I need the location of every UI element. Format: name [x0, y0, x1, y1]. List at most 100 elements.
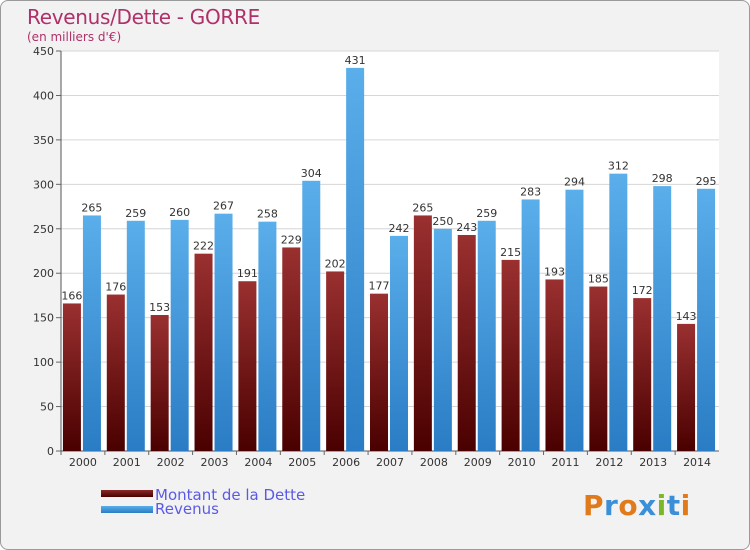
data-label-revenus: 431 [345, 54, 366, 67]
legend-label-debt: Montant de la Dette [155, 486, 306, 504]
bar-revenus [214, 213, 233, 451]
bar-revenus [521, 199, 540, 451]
logo-letter: o [618, 489, 639, 522]
chart-subtitle: (en milliers d'€) [27, 30, 122, 44]
logo-letter: r [604, 489, 619, 522]
bar-revenus [697, 188, 716, 451]
data-label-revenus: 259 [125, 207, 146, 220]
x-tick-label: 2005 [288, 456, 316, 469]
x-tick-label: 2010 [508, 456, 536, 469]
bar-revenus [170, 219, 189, 451]
bar-revenus [609, 173, 628, 451]
proxiti-logo: Proxiti [583, 489, 691, 522]
y-tick-label: 450 [33, 45, 54, 58]
data-label-debt: 191 [237, 267, 258, 280]
bar-revenus [302, 180, 321, 451]
x-tick-label: 2006 [332, 456, 360, 469]
x-tick-label: 2009 [464, 456, 492, 469]
bar-debt [545, 279, 564, 451]
data-label-debt: 229 [281, 233, 302, 246]
bar-revenus [390, 235, 408, 451]
data-label-debt: 202 [325, 257, 346, 270]
x-tick-label: 2001 [113, 456, 141, 469]
x-tick-label: 2000 [69, 456, 97, 469]
bar-revenus [82, 215, 101, 451]
bar-revenus [565, 189, 584, 451]
data-label-debt: 172 [632, 284, 653, 297]
bar-revenus [433, 228, 452, 451]
bar-debt [282, 247, 301, 451]
bar-debt [238, 281, 257, 451]
logo-letter: x [638, 489, 657, 522]
data-label-debt: 265 [412, 201, 433, 214]
bar-debt [677, 323, 696, 451]
x-tick-label: 2014 [683, 456, 711, 469]
bar-revenus [346, 67, 365, 451]
x-tick-label: 2003 [201, 456, 229, 469]
data-label-revenus: 265 [81, 201, 102, 214]
y-tick-label: 200 [33, 267, 54, 280]
bar-debt [194, 253, 213, 451]
bar-debt [326, 271, 345, 451]
data-label-revenus: 267 [213, 200, 234, 213]
logo-letter: i [656, 489, 667, 522]
legend-swatch-debt [101, 490, 153, 497]
x-tick-label: 2011 [551, 456, 579, 469]
data-label-debt: 153 [149, 301, 170, 314]
chart-title: Revenus/Dette - GORRE [27, 5, 260, 29]
x-tick-label: 2012 [595, 456, 623, 469]
data-label-revenus: 298 [652, 172, 673, 185]
data-label-revenus: 312 [608, 160, 629, 173]
data-label-debt: 143 [676, 310, 697, 323]
data-label-revenus: 295 [696, 175, 717, 188]
data-label-revenus: 304 [301, 167, 322, 180]
x-tick-label: 2007 [376, 456, 404, 469]
data-label-debt: 176 [105, 281, 126, 294]
data-label-revenus: 260 [169, 206, 190, 219]
logo-letter: P [583, 489, 605, 522]
bar-debt [370, 293, 388, 451]
bar-debt [457, 235, 476, 451]
y-tick-label: 150 [33, 312, 54, 325]
x-tick-label: 2002 [157, 456, 185, 469]
y-tick-label: 400 [33, 89, 54, 102]
y-tick-label: 50 [40, 401, 54, 414]
bar-revenus [477, 220, 496, 451]
data-label-revenus: 242 [389, 222, 410, 235]
x-tick-label: 2013 [639, 456, 667, 469]
data-label-debt: 185 [588, 273, 609, 286]
data-label-debt: 166 [61, 289, 82, 302]
x-tick-label: 2008 [420, 456, 448, 469]
bar-debt [589, 286, 608, 451]
data-label-debt: 177 [369, 280, 390, 293]
y-tick-label: 0 [47, 445, 54, 458]
y-tick-label: 100 [33, 356, 54, 369]
bar-revenus [126, 220, 145, 451]
bar-revenus [653, 186, 672, 451]
y-tick-label: 250 [33, 223, 54, 236]
data-label-revenus: 259 [476, 207, 497, 220]
data-label-revenus: 283 [520, 185, 541, 198]
data-label-revenus: 258 [257, 208, 278, 221]
bar-debt [62, 303, 81, 451]
bar-debt [150, 315, 169, 451]
data-label-debt: 215 [500, 246, 521, 259]
legend-label-revenus: Revenus [155, 500, 219, 518]
logo-letter: i [680, 489, 691, 522]
data-label-revenus: 250 [432, 215, 453, 228]
x-tick-label: 2004 [244, 456, 272, 469]
data-label-debt: 222 [193, 240, 214, 253]
bar-debt [633, 298, 652, 451]
logo-letter: t [666, 489, 681, 522]
legend-swatch-revenus [101, 506, 153, 513]
bar-debt [106, 294, 125, 451]
y-tick-label: 300 [33, 178, 54, 191]
data-label-debt: 243 [456, 221, 477, 234]
data-label-revenus: 294 [564, 176, 585, 189]
data-label-debt: 193 [544, 265, 565, 278]
bar-debt [501, 259, 520, 451]
bar-revenus [258, 221, 277, 451]
y-tick-label: 350 [33, 134, 54, 147]
